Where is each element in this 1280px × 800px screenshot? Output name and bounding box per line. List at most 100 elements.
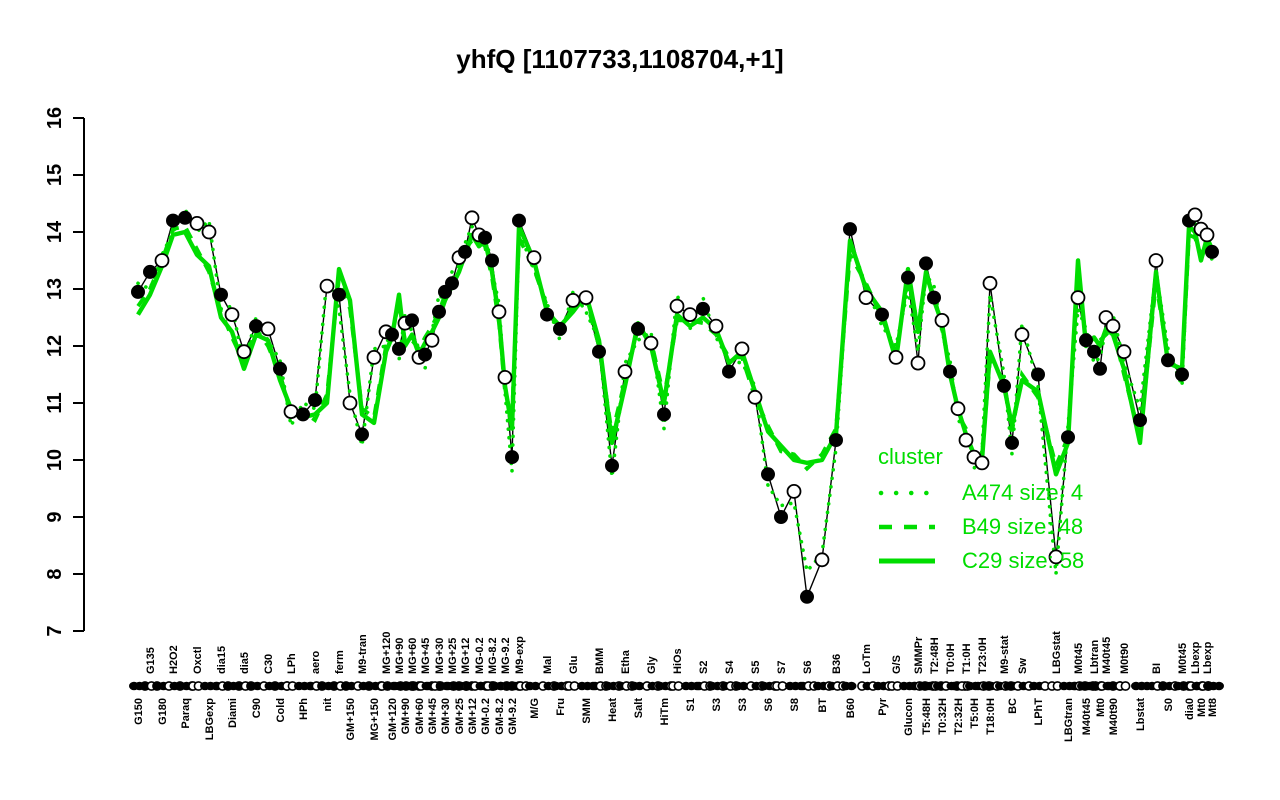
x-tick-label: MG+25 xyxy=(447,638,459,674)
x-tick-label: M0t45 xyxy=(1177,643,1189,674)
x-tick-label: MG+60 xyxy=(407,638,419,674)
x-tick-label: ferm xyxy=(334,650,346,674)
data-point-open xyxy=(1148,253,1164,268)
data-point-filled xyxy=(308,393,322,408)
data-point-open xyxy=(734,341,750,357)
x-tick-label: C30 xyxy=(263,654,275,674)
data-point-filled xyxy=(843,222,857,237)
x-tick-label: BI xyxy=(1151,663,1163,674)
data-point-filled xyxy=(178,210,192,225)
data-point-filled xyxy=(385,327,399,342)
data-point-filled xyxy=(875,307,889,322)
data-point-filled xyxy=(800,589,814,604)
data-point-open xyxy=(1116,344,1132,360)
x-tick-label: Sw xyxy=(1017,658,1029,674)
replicate-marker-filled xyxy=(1214,681,1224,691)
x-tick-label: T1:0H xyxy=(961,643,973,674)
replicate-strip xyxy=(129,681,1224,691)
x-tick-label: M40t90 xyxy=(1108,698,1120,735)
y-tick-label: 14 xyxy=(44,220,66,243)
legend: cluster A474 size: 4 B49 size: 48 C29 si… xyxy=(878,444,1084,578)
data-point-open xyxy=(950,401,966,417)
x-tick-label: Mt0 xyxy=(1196,698,1208,717)
data-point-open xyxy=(643,335,659,351)
data-point-filled xyxy=(997,378,1011,393)
x-tick-label: Oxctl xyxy=(192,646,204,674)
data-point-filled xyxy=(418,347,432,362)
y-tick-label: 12 xyxy=(44,335,66,357)
x-tick-label: S3 xyxy=(737,698,749,711)
data-point-open xyxy=(1187,207,1203,223)
data-point-open xyxy=(224,307,240,323)
data-point-filled xyxy=(458,244,472,259)
data-point-filled xyxy=(696,301,710,316)
data-point-filled xyxy=(432,304,446,319)
y-tick-label: 7 xyxy=(44,625,66,636)
data-point-open xyxy=(201,224,217,240)
data-point-filled xyxy=(631,321,645,336)
data-point-open xyxy=(958,432,974,448)
x-tick-label: SMMPr xyxy=(913,636,925,674)
data-point-open xyxy=(682,307,698,323)
x-tick-label: Glu xyxy=(568,656,580,674)
data-point-open xyxy=(1199,227,1215,243)
data-point-open xyxy=(934,312,950,328)
data-point-filled xyxy=(249,319,263,334)
x-tick-label: LoTm xyxy=(861,644,873,674)
x-tick-label: S2 xyxy=(698,661,710,674)
data-point-filled xyxy=(919,256,933,271)
replicate-marker-filled xyxy=(738,681,749,691)
y-tick-label: 11 xyxy=(44,392,66,413)
x-tick-label: SMM xyxy=(581,698,593,724)
x-tick-label: T2:48H xyxy=(929,637,941,674)
y-tick-label: 9 xyxy=(44,511,66,522)
data-point-open xyxy=(1048,549,1064,565)
x-tick-label: M9-exp xyxy=(514,636,526,674)
x-tick-label: GM-8.2 xyxy=(494,698,506,735)
data-point-open xyxy=(497,369,513,385)
x-tick-label: MG+45 xyxy=(420,638,432,674)
data-point-open xyxy=(669,298,685,314)
y-tick-label: 13 xyxy=(44,278,66,300)
x-tick-label: GM+60 xyxy=(414,698,426,734)
dashed-line-icon xyxy=(879,524,935,530)
x-tick-label: B60 xyxy=(845,698,857,718)
x-tick-label: T5:0H xyxy=(969,698,981,729)
x-tick-label: HiTm xyxy=(659,698,671,726)
x-tick-label: M40t45 xyxy=(1081,698,1093,735)
x-tick-label: GM+150 xyxy=(345,698,357,741)
data-point-open xyxy=(858,290,874,306)
x-tick-label: C90 xyxy=(251,698,263,718)
legend-item-b49: B49 size: 48 xyxy=(878,510,1084,544)
data-point-filled xyxy=(445,276,459,291)
series-c29 xyxy=(136,224,1215,477)
x-tick-label: S6 xyxy=(802,661,814,674)
x-tick-label: Diami xyxy=(227,698,239,728)
data-point-filled xyxy=(296,407,310,422)
x-tick-label: Lbstat xyxy=(1135,698,1147,731)
x-tick-label: BT xyxy=(817,698,829,713)
data-point-open xyxy=(578,290,594,306)
x-tick-label: Pyr xyxy=(877,697,889,715)
replicate-marker-open xyxy=(1120,681,1131,691)
data-point-open xyxy=(1070,290,1086,306)
data-point-filled xyxy=(131,284,145,299)
x-tick-label: LPh xyxy=(286,653,298,674)
y-tick-label: 15 xyxy=(44,164,66,186)
x-tick-label: GM+12 xyxy=(467,698,479,734)
chart-title: yhfQ [1107733,1108704,+1] xyxy=(456,44,784,74)
x-tick-label: M9-stat xyxy=(999,635,1011,674)
x-tick-label: BC xyxy=(1007,698,1019,714)
x-tick-label: LBGstat xyxy=(1051,631,1063,674)
x-tick-label: G180 xyxy=(157,698,169,725)
x-tick-label: Cold xyxy=(275,698,287,722)
data-point-filled xyxy=(722,364,736,379)
x-tick-label: Heat xyxy=(607,698,619,722)
replicate-marker-filled xyxy=(846,681,857,691)
x-tick-label: S5 xyxy=(750,661,762,674)
x-tick-label: H2O2 xyxy=(168,645,180,674)
x-tick-label: GM+90 xyxy=(400,698,412,734)
data-point-open xyxy=(283,404,299,420)
